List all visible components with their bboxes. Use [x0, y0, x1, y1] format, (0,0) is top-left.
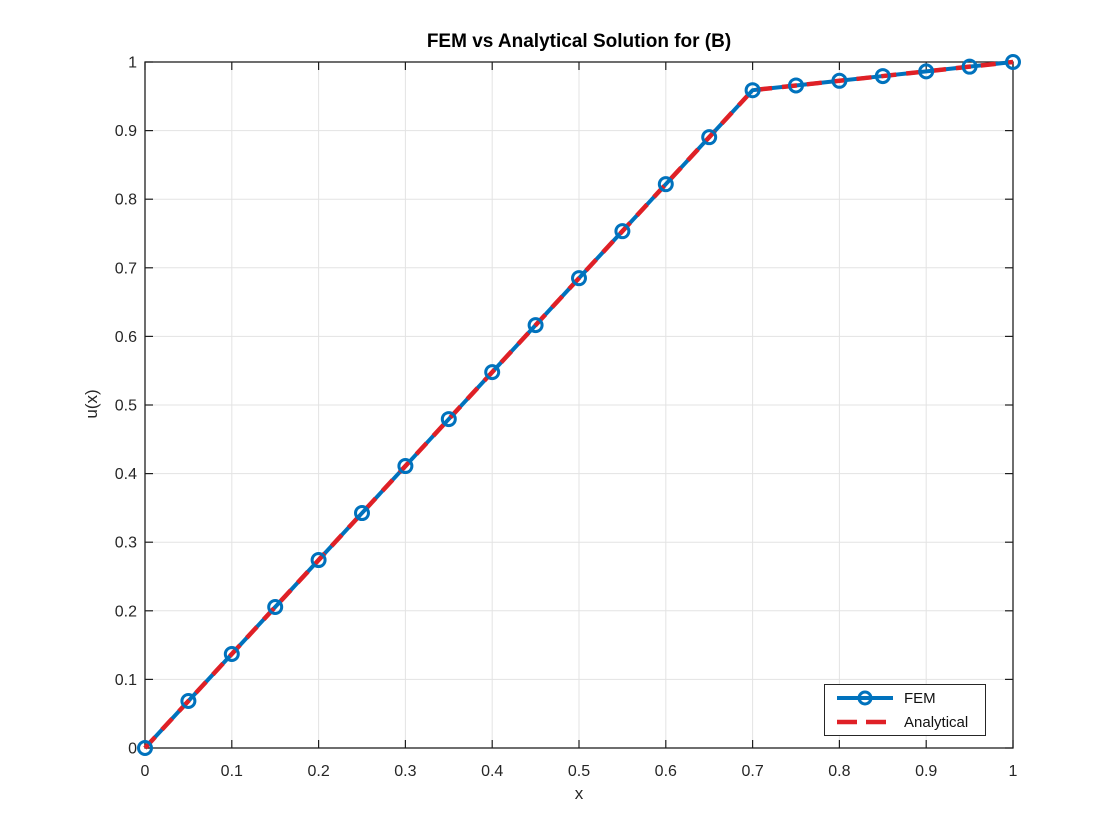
series-lines: [143, 59, 1014, 750]
svg-text:0: 0: [128, 741, 137, 758]
fem-line-marker-icon: [837, 690, 893, 706]
x-axis-label: x: [574, 784, 584, 803]
svg-text:0.4: 0.4: [481, 763, 503, 780]
svg-text:0.2: 0.2: [307, 763, 329, 780]
legend-label-analytical: Analytical: [904, 713, 969, 731]
grid-lines: [145, 62, 1013, 748]
legend-label-fem: FEM: [904, 689, 936, 707]
svg-text:0.5: 0.5: [115, 398, 137, 415]
y-axis-label: u(x): [82, 389, 101, 419]
svg-text:0.1: 0.1: [221, 763, 243, 780]
series-line-analytical: [143, 59, 1014, 750]
svg-text:0.3: 0.3: [115, 535, 137, 552]
svg-text:0.5: 0.5: [568, 763, 590, 780]
svg-text:0.6: 0.6: [115, 329, 137, 346]
x-tick-labels: 0 0.1 0.2 0.3 0.4 0.5 0.6 0.7 0.8 0.9 1: [141, 763, 1018, 780]
svg-text:0.7: 0.7: [741, 763, 763, 780]
y-tick-labels: 0 0.1 0.2 0.3 0.4 0.5 0.6 0.7 0.8 0.9 1: [115, 55, 137, 758]
legend: FEM Analytical: [824, 684, 986, 736]
analytical-dashed-line-icon: [837, 719, 893, 725]
svg-text:0.3: 0.3: [394, 763, 416, 780]
svg-text:0.4: 0.4: [115, 466, 137, 483]
svg-text:1: 1: [128, 55, 137, 72]
svg-text:0.7: 0.7: [115, 260, 137, 277]
svg-text:0.6: 0.6: [655, 763, 677, 780]
svg-text:1: 1: [1009, 763, 1018, 780]
svg-text:0.1: 0.1: [115, 672, 137, 689]
svg-text:0.9: 0.9: [115, 123, 137, 140]
svg-text:0.8: 0.8: [828, 763, 850, 780]
chart-title: FEM vs Analytical Solution for (B): [426, 31, 732, 52]
legend-item-fem: FEM: [834, 687, 985, 710]
svg-text:0.2: 0.2: [115, 603, 137, 620]
svg-text:0: 0: [141, 763, 150, 780]
legend-item-analytical: Analytical: [834, 711, 985, 734]
series-markers: [137, 54, 1021, 756]
svg-text:0.9: 0.9: [915, 763, 937, 780]
svg-text:0.8: 0.8: [115, 192, 137, 209]
axes-box: [144, 61, 1014, 749]
